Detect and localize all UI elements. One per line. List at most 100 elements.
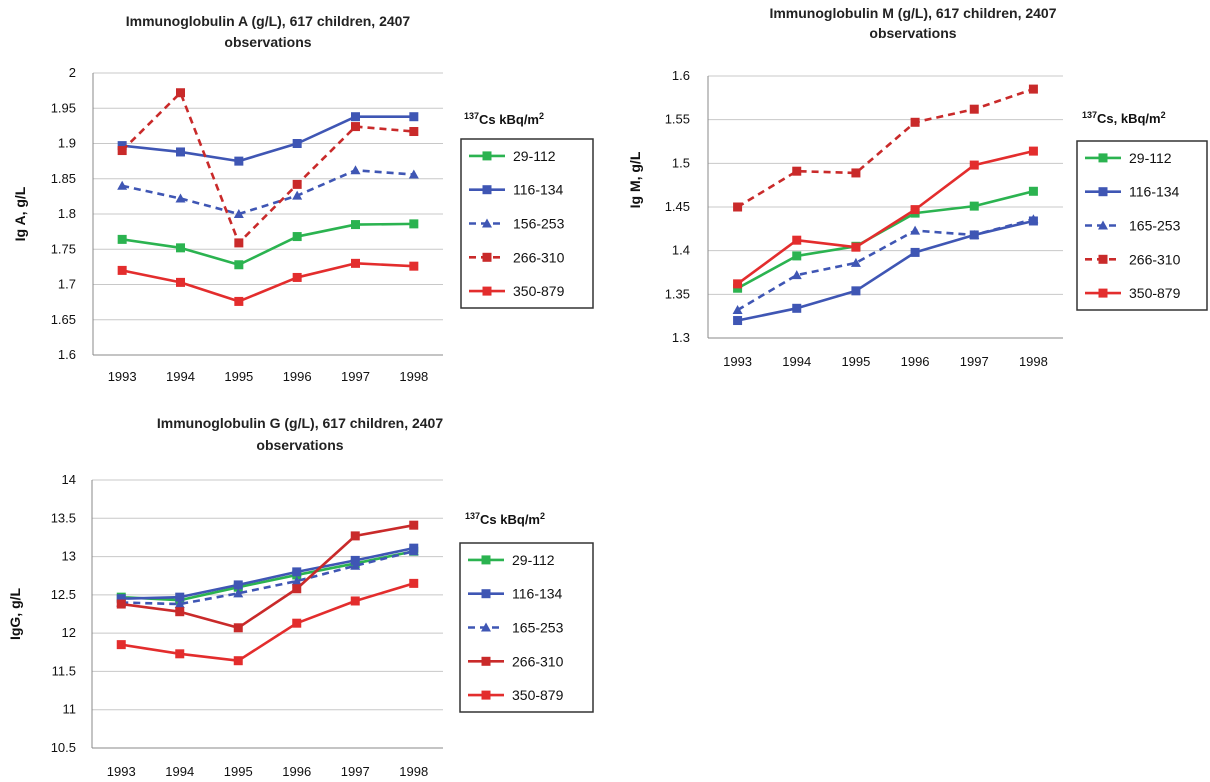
data-point	[175, 649, 184, 658]
data-point	[970, 161, 979, 170]
data-point	[234, 157, 243, 166]
data-point	[733, 316, 742, 325]
data-point	[176, 193, 186, 202]
data-point	[792, 167, 801, 176]
x-tick-label: 1995	[224, 764, 253, 779]
y-tick-label: 1.3	[672, 330, 690, 345]
x-tick-label: 1994	[782, 354, 811, 369]
y-tick-label: 1.45	[665, 199, 690, 214]
series-line	[122, 93, 414, 243]
series-29-112	[733, 187, 1038, 293]
data-point	[292, 567, 301, 576]
legend-marker	[482, 555, 491, 564]
data-point	[733, 203, 742, 212]
data-point	[351, 596, 360, 605]
data-point	[792, 251, 801, 260]
data-point	[1029, 85, 1038, 94]
legend-marker	[1099, 255, 1108, 264]
x-tick-label: 1997	[341, 764, 370, 779]
data-point	[1029, 187, 1038, 196]
series-line	[122, 117, 414, 161]
legend-label: 266-310	[513, 249, 565, 265]
data-point	[851, 243, 860, 252]
chart-title-line2: observations	[224, 34, 311, 50]
data-point	[409, 170, 419, 179]
data-point	[409, 112, 418, 121]
series-line	[121, 525, 414, 628]
y-tick-label: 14	[62, 472, 76, 487]
data-point	[409, 262, 418, 271]
data-point	[733, 279, 742, 288]
series-line	[122, 263, 414, 301]
data-point	[351, 112, 360, 121]
data-point	[351, 259, 360, 268]
y-tick-label: 1.6	[58, 347, 76, 362]
chart-3: Immunoglobulin G (g/L), 617 children, 24…	[7, 415, 593, 779]
y-tick-label: 1.8	[58, 206, 76, 221]
legend-label: 156-253	[513, 216, 565, 232]
legend-label: 165-253	[512, 620, 564, 636]
y-axis-label: IgG, g/L	[7, 588, 23, 641]
y-tick-label: 13	[62, 549, 76, 564]
legend-label: 350-879	[1129, 285, 1181, 301]
series-266-310	[117, 521, 419, 633]
data-point	[176, 147, 185, 156]
x-tick-label: 1996	[283, 369, 312, 384]
chart-title: Immunoglobulin M (g/L), 617 children, 24…	[769, 5, 1056, 21]
legend-title: 137Cs kBq/m2	[464, 111, 544, 127]
data-point	[733, 305, 743, 314]
y-tick-label: 1.4	[672, 243, 690, 258]
legend-marker	[482, 691, 491, 700]
data-point	[118, 146, 127, 155]
data-point	[117, 640, 126, 649]
data-point	[176, 88, 185, 97]
legend-marker	[482, 657, 491, 666]
series-line	[738, 221, 1034, 321]
legend-label: 165-253	[1129, 218, 1181, 234]
legend-marker	[1099, 153, 1108, 162]
x-tick-label: 1997	[341, 369, 370, 384]
series-350-879	[117, 579, 419, 665]
legend-marker	[483, 253, 492, 262]
data-point	[293, 139, 302, 148]
legend-marker	[1099, 289, 1108, 298]
chart-title-line2: observations	[256, 437, 343, 453]
y-tick-label: 1.9	[58, 136, 76, 151]
y-tick-label: 1.35	[665, 286, 690, 301]
data-point	[851, 168, 860, 177]
series-line	[122, 170, 414, 214]
data-point	[351, 531, 360, 540]
y-tick-label: 12.5	[51, 587, 76, 602]
legend-marker	[483, 185, 492, 194]
y-axis-label: Ig M, g/L	[627, 151, 643, 208]
data-point	[234, 260, 243, 269]
x-tick-label: 1997	[960, 354, 989, 369]
legend-label: 266-310	[1129, 251, 1181, 267]
y-tick-label: 1.55	[665, 112, 690, 127]
data-point	[409, 219, 418, 228]
legend-marker	[483, 151, 492, 160]
series-116-134	[117, 544, 419, 604]
data-point	[234, 297, 243, 306]
series-156-253	[117, 165, 419, 218]
series-116-134	[733, 216, 1038, 325]
y-tick-label: 1.85	[51, 171, 76, 186]
y-tick-label: 10.5	[51, 740, 76, 755]
series-116-134	[118, 112, 419, 165]
data-point	[409, 127, 418, 136]
legend-label: 266-310	[512, 653, 564, 669]
x-tick-label: 1996	[901, 354, 930, 369]
x-tick-label: 1998	[399, 764, 428, 779]
y-tick-label: 12	[62, 625, 76, 640]
series-line	[738, 191, 1034, 288]
chart-1: Immunoglobulin A (g/L), 617 children, 24…	[12, 13, 593, 384]
series-line	[121, 548, 414, 599]
x-tick-label: 1994	[165, 764, 194, 779]
legend-title: 137Cs kBq/m2	[465, 511, 545, 527]
data-point	[234, 238, 243, 247]
series-line	[738, 89, 1034, 207]
y-tick-label: 2	[69, 65, 76, 80]
data-point	[792, 236, 801, 245]
x-tick-label: 1994	[166, 369, 195, 384]
